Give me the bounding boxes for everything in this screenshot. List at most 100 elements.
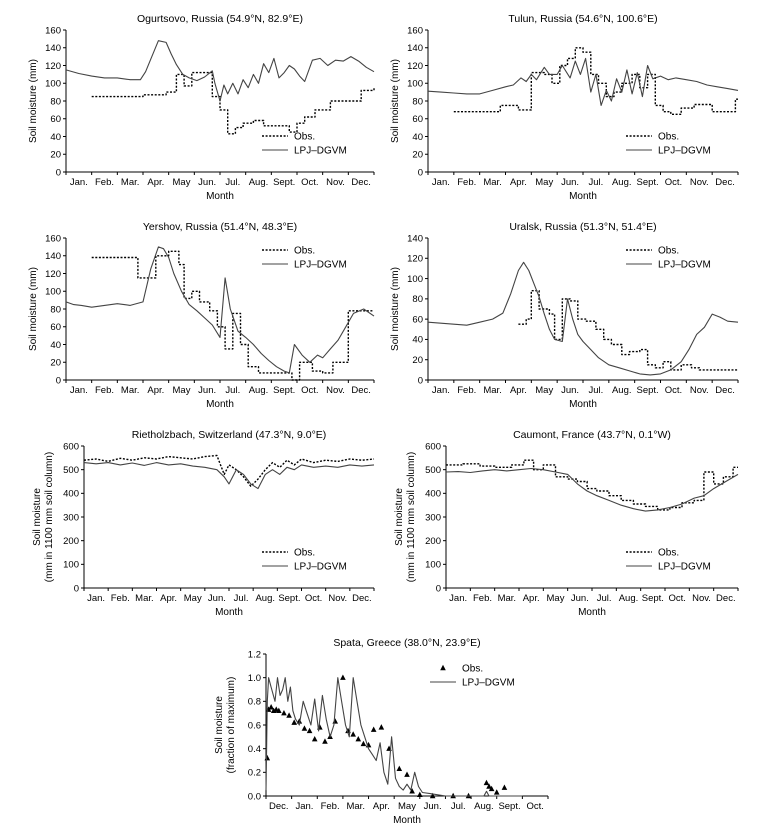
x-axis-label: Month: [578, 607, 606, 618]
obs-point: [268, 704, 274, 710]
x-tick-label: Sept.: [642, 593, 664, 604]
x-tick-label: Mar.: [346, 801, 364, 812]
x-tick-label: Dec.: [269, 801, 289, 812]
x-tick-label: May: [184, 593, 202, 604]
obs-series: [91, 250, 374, 381]
panel-title: Yershov, Russia (51.4°N, 48.3°E): [143, 221, 297, 233]
y-tick-label: 500: [425, 465, 441, 476]
x-tick-label: Jun.: [198, 385, 216, 396]
legend-label: Obs.: [658, 548, 679, 559]
obs-point: [370, 726, 377, 732]
x-tick-label: Feb.: [473, 593, 492, 604]
x-tick-label: Jul.: [225, 385, 240, 396]
x-tick-label: Dec.: [351, 385, 371, 396]
y-tick-label: 100: [425, 560, 441, 571]
x-axis-label: Month: [569, 399, 597, 410]
legend-label: Obs.: [658, 246, 679, 257]
obs-point: [264, 754, 271, 761]
y-axis-label: Soil moisture (mm): [390, 59, 401, 143]
x-tick-label: Jul.: [589, 177, 604, 188]
y-tick-label: 400: [425, 489, 441, 500]
x-axis-label: Month: [569, 191, 597, 202]
panel-title: Rietholzbach, Switzerland (47.3°N, 9.0°E…: [132, 429, 327, 441]
model-line: [265, 677, 523, 797]
x-tick-label: Aug.: [612, 177, 632, 188]
panel-title: Ogurtsovo, Russia (54.9°N, 82.9°E): [137, 13, 303, 25]
y-tick-label: 40: [50, 132, 61, 143]
x-axis-label: Month: [206, 191, 234, 202]
y-tick-label: 80: [412, 96, 423, 107]
y-tick-label: 60: [50, 322, 61, 333]
y-axis-label: Soil moisture (mm): [28, 59, 39, 143]
panel-6: Caumont, France (43.7°N, 0.1°W) 0 100 200 30…: [394, 429, 739, 618]
x-tick-label: Oct.: [526, 801, 543, 812]
legend-label: LPJ–DGVM: [294, 562, 347, 573]
x-tick-label: Nov.: [326, 385, 345, 396]
y-tick-label: 120: [407, 61, 423, 72]
x-tick-label: Sept.: [273, 385, 295, 396]
x-tick-label: Oct.: [665, 385, 682, 396]
y-tick-label: 400: [63, 489, 79, 500]
x-tick-label: Mar.: [483, 177, 501, 188]
y-axis-label: Soil moisture: [394, 488, 405, 546]
y-tick-label: 600: [425, 441, 441, 452]
panel-3: Yershov, Russia (51.4°N, 48.3°E) 0 20 40 60 8…: [28, 221, 375, 410]
y-tick-label: 0: [418, 375, 423, 386]
legend-label: Obs.: [462, 664, 483, 675]
x-tick-label: Mar.: [483, 385, 501, 396]
x-tick-label: Nov.: [692, 593, 711, 604]
x-tick-label: Dec.: [351, 177, 371, 188]
panel-2: Tulun, Russia (54.6°N, 100.6°E) 0 20 40 60 80…: [390, 13, 739, 202]
y-tick-label: 300: [63, 512, 79, 523]
x-tick-label: Apr.: [523, 593, 540, 604]
y-tick-label: 100: [407, 274, 423, 285]
x-tick-label: Jun.: [424, 801, 442, 812]
x-tick-label: Mar.: [121, 177, 139, 188]
x-tick-label: Jul.: [589, 385, 604, 396]
x-axis-label: Month: [215, 607, 243, 618]
x-tick-label: Jul.: [225, 177, 240, 188]
x-tick-label: Mar.: [135, 593, 153, 604]
model-line: [427, 57, 739, 106]
x-tick-label: Sept.: [278, 593, 300, 604]
y-tick-label: 80: [412, 294, 423, 305]
y-axis-label: (mm in 1100 mm soil column): [406, 452, 417, 582]
y-tick-label: 1.0: [248, 673, 261, 684]
x-tick-label: May: [398, 801, 416, 812]
legend-label: LPJ–DGVM: [658, 146, 711, 157]
x-tick-label: Oct.: [665, 177, 682, 188]
y-tick-label: 140: [45, 251, 61, 262]
legend-label: LPJ–DGVM: [658, 260, 711, 271]
y-tick-label: 0: [74, 583, 79, 594]
y-tick-label: 20: [412, 355, 423, 366]
y-tick-label: 40: [50, 340, 61, 351]
y-axis-label: Soil moisture: [214, 696, 225, 754]
y-tick-label: 60: [412, 314, 423, 325]
x-tick-label: Nov.: [326, 177, 345, 188]
x-tick-label: Sept.: [636, 385, 658, 396]
model-line: [445, 467, 739, 512]
model-line: [65, 246, 375, 374]
y-tick-label: 200: [425, 536, 441, 547]
obs-point: [350, 731, 356, 737]
model-line: [65, 40, 375, 102]
x-tick-label: Dec.: [715, 177, 735, 188]
y-tick-label: 160: [45, 233, 61, 244]
obs-point: [501, 784, 508, 790]
obs-series: [91, 71, 375, 135]
x-tick-label: May: [535, 385, 553, 396]
y-tick-label: 20: [412, 150, 423, 161]
x-tick-label: Feb.: [457, 385, 476, 396]
x-tick-label: Aug.: [619, 593, 639, 604]
x-axis-label: Month: [206, 399, 234, 410]
y-tick-label: 0.0: [248, 791, 261, 802]
x-tick-label: Nov.: [328, 593, 347, 604]
panel-7: Spata, Greece (38.0°N, 23.9°E) 0.0 0.2 0.4 0…: [214, 637, 549, 826]
panel-title: Tulun, Russia (54.6°N, 100.6°E): [508, 13, 657, 25]
obs-point: [493, 789, 500, 795]
x-tick-label: Feb.: [321, 801, 340, 812]
obs-point: [483, 779, 490, 786]
x-tick-label: Oct.: [668, 593, 685, 604]
obs-point: [396, 765, 403, 771]
